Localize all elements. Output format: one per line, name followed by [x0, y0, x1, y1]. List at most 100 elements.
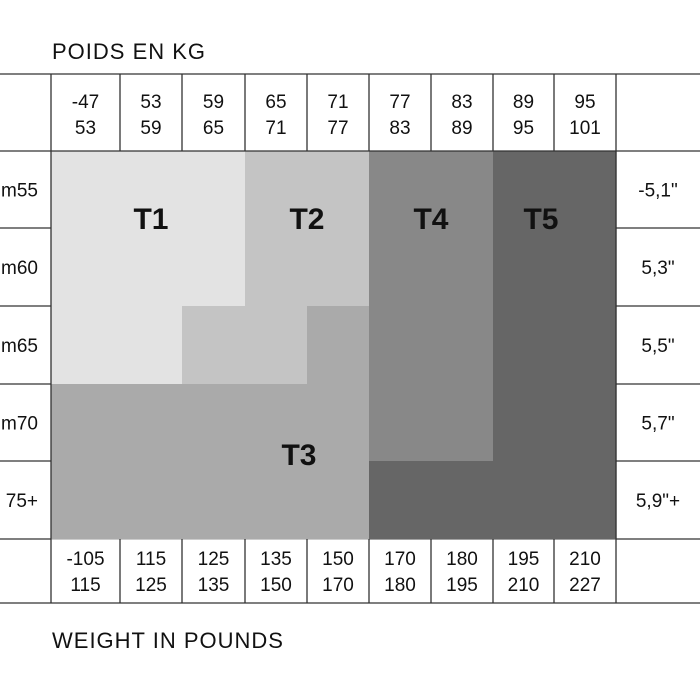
- kg-tick-4-max: 71: [265, 118, 286, 139]
- kg-tick-3-max: 65: [203, 118, 224, 139]
- cell-t3-r4-c3: [182, 384, 246, 462]
- cell-t5-r4-c9: [554, 384, 617, 462]
- cell-t3-r4-c5: [307, 384, 370, 462]
- lb-tick-8-min: 195: [508, 549, 540, 570]
- cell-t5-r3-c8: [493, 306, 555, 385]
- lb-tick-9-max: 227: [569, 575, 601, 596]
- cell-t3-r5-c3: [182, 461, 246, 540]
- lb-tick-8-max: 210: [508, 575, 540, 596]
- kg-tick-labels: -47 53 53 59 59 65 65 71 71 77 77 83 83 89 89 95 95 101: [72, 92, 601, 139]
- lb-tick-7-max: 195: [446, 575, 478, 596]
- lb-tick-2-min: 115: [136, 549, 166, 570]
- height-cm-label-4: m70: [1, 414, 38, 435]
- kg-tick-1-min: -47: [72, 92, 99, 113]
- lb-tick-1-min: -105: [66, 549, 104, 570]
- lb-tick-5-min: 150: [322, 549, 354, 570]
- cell-t5-r5-c8: [493, 461, 555, 540]
- lb-tick-7-min: 180: [446, 549, 478, 570]
- cell-t3-r4-c1: [51, 384, 121, 462]
- kg-tick-8-max: 95: [513, 118, 534, 139]
- cell-t5-r2-c8: [493, 228, 555, 307]
- lb-tick-1-max: 115: [70, 575, 100, 596]
- cell-t3-r5-c2: [120, 461, 183, 540]
- kg-tick-2-min: 53: [140, 92, 161, 113]
- cell-t2-r1-c4: [245, 151, 308, 229]
- size-zone-labels: T1 T2 T3 T4 T5: [133, 203, 558, 472]
- cell-t1-r1-c1: [51, 151, 121, 229]
- cell-t5-r5-c6: [369, 461, 432, 540]
- height-cm-label-1: m55: [1, 181, 38, 202]
- lb-tick-4-max: 150: [260, 575, 292, 596]
- kg-tick-5-min: 71: [327, 92, 348, 113]
- cell-t1-r1-c3: [182, 151, 246, 229]
- cell-t2-r3-c3: [182, 306, 246, 385]
- cell-t1-r1-c2: [120, 151, 183, 229]
- cell-t4-r2-c7: [431, 228, 494, 307]
- cell-t5-r4-c8: [493, 384, 555, 462]
- lb-tick-4-min: 135: [260, 549, 292, 570]
- lb-tick-6-max: 180: [384, 575, 416, 596]
- cell-t4-r1-c6: [369, 151, 432, 229]
- height-ft-label-2: 5,3": [641, 258, 674, 279]
- height-ft-label-4: 5,7": [641, 414, 674, 435]
- kg-tick-9-min: 95: [574, 92, 595, 113]
- cell-t4-r4-c7: [431, 384, 494, 462]
- cell-t3-r4-c2: [120, 384, 183, 462]
- height-ft-label-3: 5,5": [641, 336, 674, 357]
- cell-t2-r2-c5: [307, 228, 370, 307]
- kg-tick-1-max: 53: [75, 118, 96, 139]
- size-zones: [51, 151, 617, 540]
- height-ft-labels: -5,1" 5,3" 5,5" 5,7" 5,9"+: [636, 181, 680, 513]
- kg-tick-4-min: 65: [265, 92, 286, 113]
- cell-t5-r5-c9: [554, 461, 617, 540]
- cell-t5-r1-c9: [554, 151, 617, 229]
- height-cm-label-3: m65: [1, 336, 38, 357]
- lb-tick-9-min: 210: [569, 549, 601, 570]
- cell-t1-r3-c2: [120, 306, 183, 385]
- kg-tick-2-max: 59: [140, 118, 161, 139]
- height-ft-label-5: 5,9"+: [636, 491, 680, 512]
- zone-label-t5: T5: [523, 203, 558, 236]
- cell-t2-r1-c5: [307, 151, 370, 229]
- cell-t4-r3-c7: [431, 306, 494, 385]
- cell-t2-r2-c4: [245, 228, 308, 307]
- zone-label-t2: T2: [289, 203, 324, 236]
- lb-tick-3-min: 125: [198, 549, 230, 570]
- height-cm-labels: m55 m60 m65 m70 75+: [1, 181, 38, 513]
- cell-t4-r2-c6: [369, 228, 432, 307]
- kg-tick-6-min: 77: [389, 92, 410, 113]
- cell-t5-r5-c7: [431, 461, 494, 540]
- kg-tick-9-max: 101: [569, 118, 601, 139]
- kg-tick-5-max: 77: [327, 118, 348, 139]
- cell-t1-r2-c2: [120, 228, 183, 307]
- cell-t2-r3-c4: [245, 306, 308, 385]
- cell-t3-r3-c5: [307, 306, 370, 385]
- zone-label-t1: T1: [133, 203, 168, 236]
- height-cm-label-2: m60: [1, 258, 38, 279]
- cell-t3-r5-c5: [307, 461, 370, 540]
- kg-tick-3-min: 59: [203, 92, 224, 113]
- zone-label-t4: T4: [413, 203, 448, 236]
- cell-t5-r3-c9: [554, 306, 617, 385]
- lb-axis-title: WEIGHT IN POUNDS: [52, 628, 284, 653]
- kg-tick-8-min: 89: [513, 92, 534, 113]
- lb-tick-3-max: 135: [198, 575, 230, 596]
- cell-t1-r3-c1: [51, 306, 121, 385]
- kg-tick-6-max: 83: [389, 118, 410, 139]
- cell-t1-r2-c1: [51, 228, 121, 307]
- kg-tick-7-max: 89: [451, 118, 472, 139]
- table-grid: [0, 73, 700, 604]
- cell-t1-r2-c3: [182, 228, 246, 307]
- cell-t4-r1-c7: [431, 151, 494, 229]
- cell-t4-r3-c6: [369, 306, 432, 385]
- lb-tick-6-min: 170: [384, 549, 416, 570]
- lb-tick-labels: -105 115 115 125 125 135 135 150 150 170 170 180 180…: [66, 549, 600, 596]
- cell-t4-r4-c6: [369, 384, 432, 462]
- height-ft-label-1: -5,1": [638, 181, 677, 202]
- cell-t3-r5-c4: [245, 461, 308, 540]
- kg-tick-7-min: 83: [451, 92, 472, 113]
- lb-tick-5-max: 170: [322, 575, 354, 596]
- cell-t3-r4-c4: [245, 384, 308, 462]
- kg-axis-title: POIDS EN KG: [52, 39, 206, 64]
